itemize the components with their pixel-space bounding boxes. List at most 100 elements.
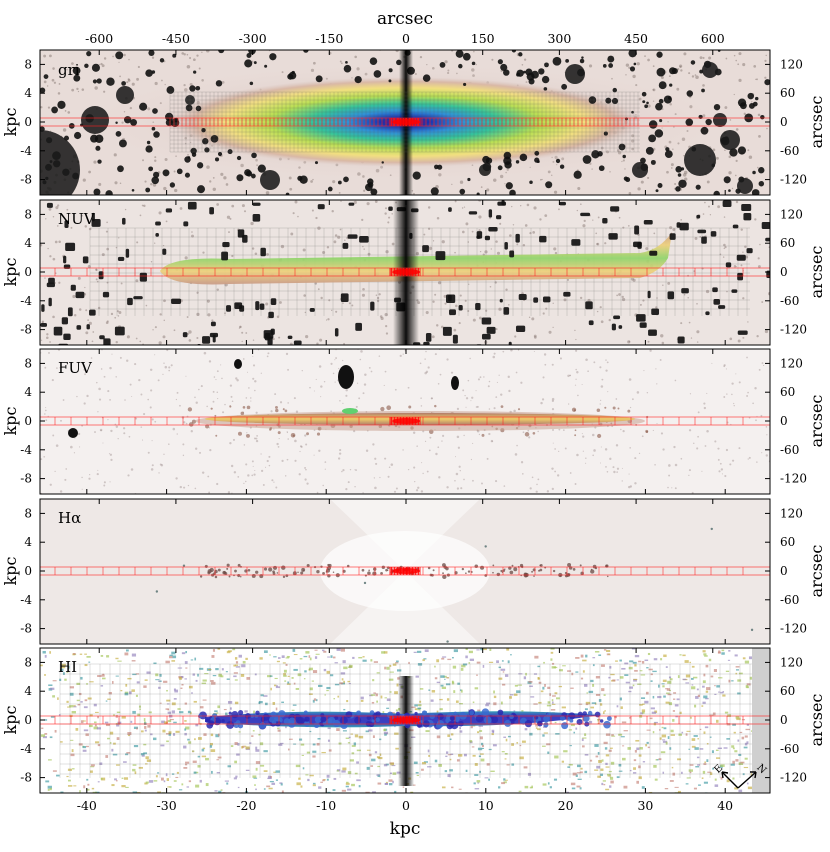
top-tick-label: 0 [402, 31, 410, 46]
right-tick-label: 120 [780, 506, 803, 520]
top-tick-label: -600 [85, 31, 113, 46]
compass-east-arrow [721, 771, 739, 789]
left-axis-title: kpc [1, 108, 20, 137]
left-tick-label: -8 [20, 622, 32, 636]
right-tick-label: 60 [780, 535, 795, 549]
left-tick-label: -4 [20, 443, 32, 457]
masked-star [737, 178, 753, 194]
top-tick-label: -150 [315, 31, 343, 46]
right-tick-label: 0 [780, 115, 788, 129]
right-tick-label: 120 [780, 356, 803, 370]
axis-ticks [40, 50, 770, 793]
halpha-knots [155, 527, 754, 643]
axis-tick-labels: 840-4-8120600-60-120840-4-8120600-60-120… [20, 31, 807, 813]
masked-star [713, 113, 727, 127]
masked-star [81, 106, 109, 134]
compass-rose [721, 771, 757, 789]
right-tick-label: -120 [780, 622, 807, 636]
right-axis-title: arcsec [807, 96, 826, 149]
right-axis-titles: arcsec arcsec arcsec arcsec arcsec [807, 96, 826, 747]
left-tick-label: 4 [24, 86, 32, 100]
panel-label-fuv: FUV [58, 359, 93, 377]
top-tick-label: -450 [162, 31, 190, 46]
left-axis-title: kpc [1, 557, 20, 586]
left-tick-label: -4 [20, 742, 32, 756]
masked-star [116, 86, 134, 104]
left-tick-label: 0 [24, 713, 32, 727]
masked-star [185, 95, 195, 105]
right-tick-label: -60 [780, 443, 799, 457]
top-tick-label: 600 [701, 31, 725, 46]
right-tick-label: -60 [780, 144, 799, 158]
left-tick-label: 4 [24, 535, 32, 549]
masked-star [702, 62, 718, 78]
bottom-tick-label: -30 [157, 798, 177, 813]
left-tick-label: -4 [20, 593, 32, 607]
compass-north-arrow [737, 771, 757, 789]
left-tick-label: 0 [24, 414, 32, 428]
right-tick-label: 0 [780, 265, 788, 279]
right-axis-title: arcsec [807, 694, 826, 747]
bottom-tick-label: 40 [717, 798, 733, 813]
right-tick-label: -60 [780, 742, 799, 756]
bottom-tick-label: -10 [316, 798, 336, 813]
left-tick-label: -8 [20, 472, 32, 486]
left-axis-titles: kpc kpc kpc kpc kpc [1, 108, 20, 735]
left-tick-label: -8 [20, 173, 32, 187]
panel-label-halpha: Hα [58, 509, 81, 527]
right-tick-label: 0 [780, 713, 788, 727]
bottom-tick-label: 10 [478, 798, 494, 813]
hi-masked-strip [752, 648, 770, 793]
right-tick-label: -60 [780, 294, 799, 308]
left-tick-label: -4 [20, 294, 32, 308]
top-tick-label: 450 [624, 31, 648, 46]
masked-star [40, 130, 80, 195]
left-tick-label: 0 [24, 115, 32, 129]
left-tick-label: 8 [24, 207, 32, 221]
bottom-tick-label: 20 [558, 798, 574, 813]
top-axis-title: arcsec [377, 9, 433, 29]
right-tick-label: 120 [780, 57, 803, 71]
gri-masked-sources [40, 50, 770, 195]
panel-label-gri: gri [58, 61, 80, 79]
right-tick-label: -120 [780, 472, 807, 486]
panel-label-hi: HI [58, 658, 77, 676]
masked-star [260, 170, 280, 190]
bottom-tick-label: 30 [637, 798, 653, 813]
left-tick-label: 4 [24, 385, 32, 399]
top-tick-label: -300 [239, 31, 267, 46]
right-axis-title: arcsec [807, 395, 826, 448]
right-tick-label: 60 [780, 684, 795, 698]
masked-star [632, 162, 648, 178]
right-tick-label: 60 [780, 385, 795, 399]
left-axis-title: kpc [1, 706, 20, 735]
right-tick-label: 0 [780, 414, 788, 428]
bottom-tick-label: 0 [402, 798, 410, 813]
masked-star [720, 130, 740, 150]
left-tick-label: 8 [24, 356, 32, 370]
left-tick-label: 8 [24, 57, 32, 71]
masked-star [684, 144, 716, 176]
hi-noise-layer [40, 648, 755, 793]
masked-star [565, 64, 585, 84]
right-tick-label: 120 [780, 655, 803, 669]
panel-hi [40, 648, 770, 793]
left-tick-label: 4 [24, 684, 32, 698]
left-tick-label: 4 [24, 236, 32, 250]
left-tick-label: 0 [24, 564, 32, 578]
right-tick-label: 60 [780, 86, 795, 100]
left-tick-label: 8 [24, 655, 32, 669]
right-axis-title: arcsec [807, 246, 826, 299]
right-axis-title: arcsec [807, 545, 826, 598]
bin-overlay-lines [40, 117, 770, 725]
left-tick-label: 8 [24, 506, 32, 520]
bottom-axis-title: kpc [390, 819, 421, 839]
bottom-tick-label: -40 [77, 798, 97, 813]
left-axis-title: kpc [1, 258, 20, 287]
right-tick-label: 120 [780, 207, 803, 221]
left-tick-label: 0 [24, 265, 32, 279]
left-tick-label: -8 [20, 323, 32, 337]
panel-halpha [40, 499, 770, 644]
left-tick-label: -4 [20, 144, 32, 158]
